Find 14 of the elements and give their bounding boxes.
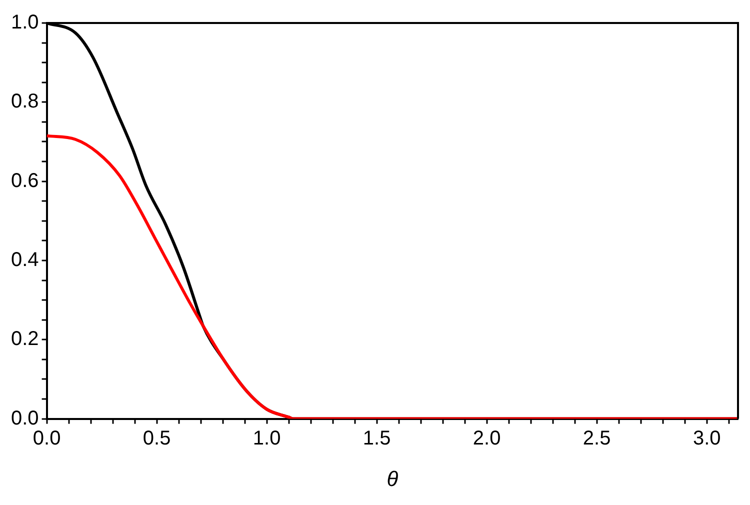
y-tick-label: 0.0 bbox=[10, 407, 39, 430]
x-tick-label: 2.0 bbox=[472, 427, 501, 450]
x-axis-title: θ bbox=[386, 468, 399, 492]
y-tick-label: 0.6 bbox=[10, 170, 39, 192]
y-tick-label: 0.2 bbox=[10, 328, 39, 350]
x-tick-label: 0.5 bbox=[142, 427, 171, 450]
x-tick-label: 3.0 bbox=[692, 427, 721, 450]
x-tick-label: 0.0 bbox=[32, 427, 61, 450]
x-tick-label: 1.0 bbox=[252, 427, 281, 450]
x-tick-label: 2.5 bbox=[582, 427, 611, 450]
y-tick-label: 0.8 bbox=[10, 90, 39, 113]
y-tick-label: 1.0 bbox=[10, 12, 39, 34]
y-tick-label: 0.4 bbox=[10, 248, 39, 271]
x-tick-label: 1.5 bbox=[362, 427, 391, 450]
